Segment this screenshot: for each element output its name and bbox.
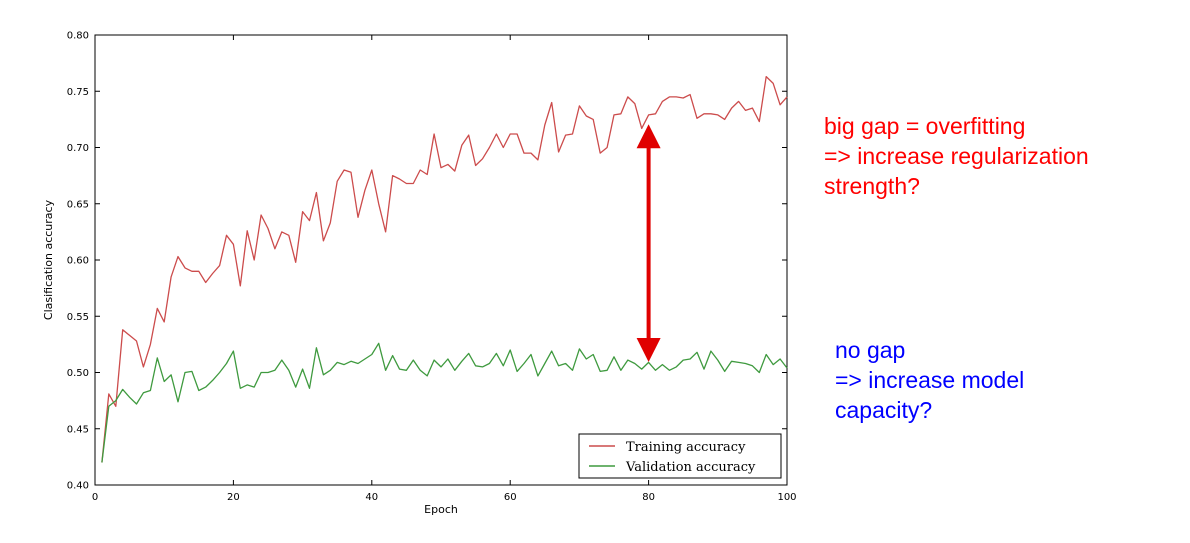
y-tick-label: 0.75 [67,87,89,98]
x-tick-label: 100 [777,492,796,503]
annotation-line: strength? [824,173,920,199]
y-tick-label: 0.45 [67,424,89,435]
y-axis-label: Clasification accuracy [42,199,55,320]
x-tick-label: 20 [227,492,240,503]
x-axis-ticks: 0 20 40 60 80 100 [92,35,797,503]
x-tick-label: 60 [504,492,517,503]
y-tick-label: 0.65 [67,199,89,210]
y-tick-label: 0.60 [67,256,89,267]
series-layer [101,75,788,463]
no-gap-annotation: no gap => increase model capacity? [835,335,1024,425]
plot-area [94,34,788,486]
y-tick-label: 0.50 [67,368,89,379]
y-axis-ticks: 0.40 0.45 0.50 0.55 0.60 0.65 0.70 0.75 0.80 [67,31,787,492]
annotation-line: capacity? [835,397,933,423]
series-line-validation [101,342,788,463]
x-tick-label: 0 [92,492,98,503]
y-tick-label: 0.55 [67,312,89,323]
annotation-line: => increase model [835,367,1025,393]
y-tick-label: 0.80 [67,31,89,42]
x-axis-label: Epoch [424,503,458,516]
overfitting-annotation: big gap = overfitting => increase regula… [824,111,1089,201]
legend-box [578,433,782,479]
series-line-training [101,75,788,463]
annotation-line: big gap = overfitting [824,113,1026,139]
y-tick-label: 0.70 [67,143,89,154]
chart: 0.40 0.45 0.50 0.55 0.60 0.65 0.70 0.75 0.80 0 20… [42,31,797,517]
y-tick-label: 0.40 [67,481,89,492]
legend-label-training: Training accuracy [626,440,746,455]
annotation-line: no gap [835,337,906,363]
x-tick-label: 40 [365,492,378,503]
x-tick-label: 80 [642,492,655,503]
legend: Training accuracy Validation accuracy [578,433,782,479]
legend-label-validation: Validation accuracy [625,460,756,475]
annotation-line: => increase regularization [824,143,1089,169]
